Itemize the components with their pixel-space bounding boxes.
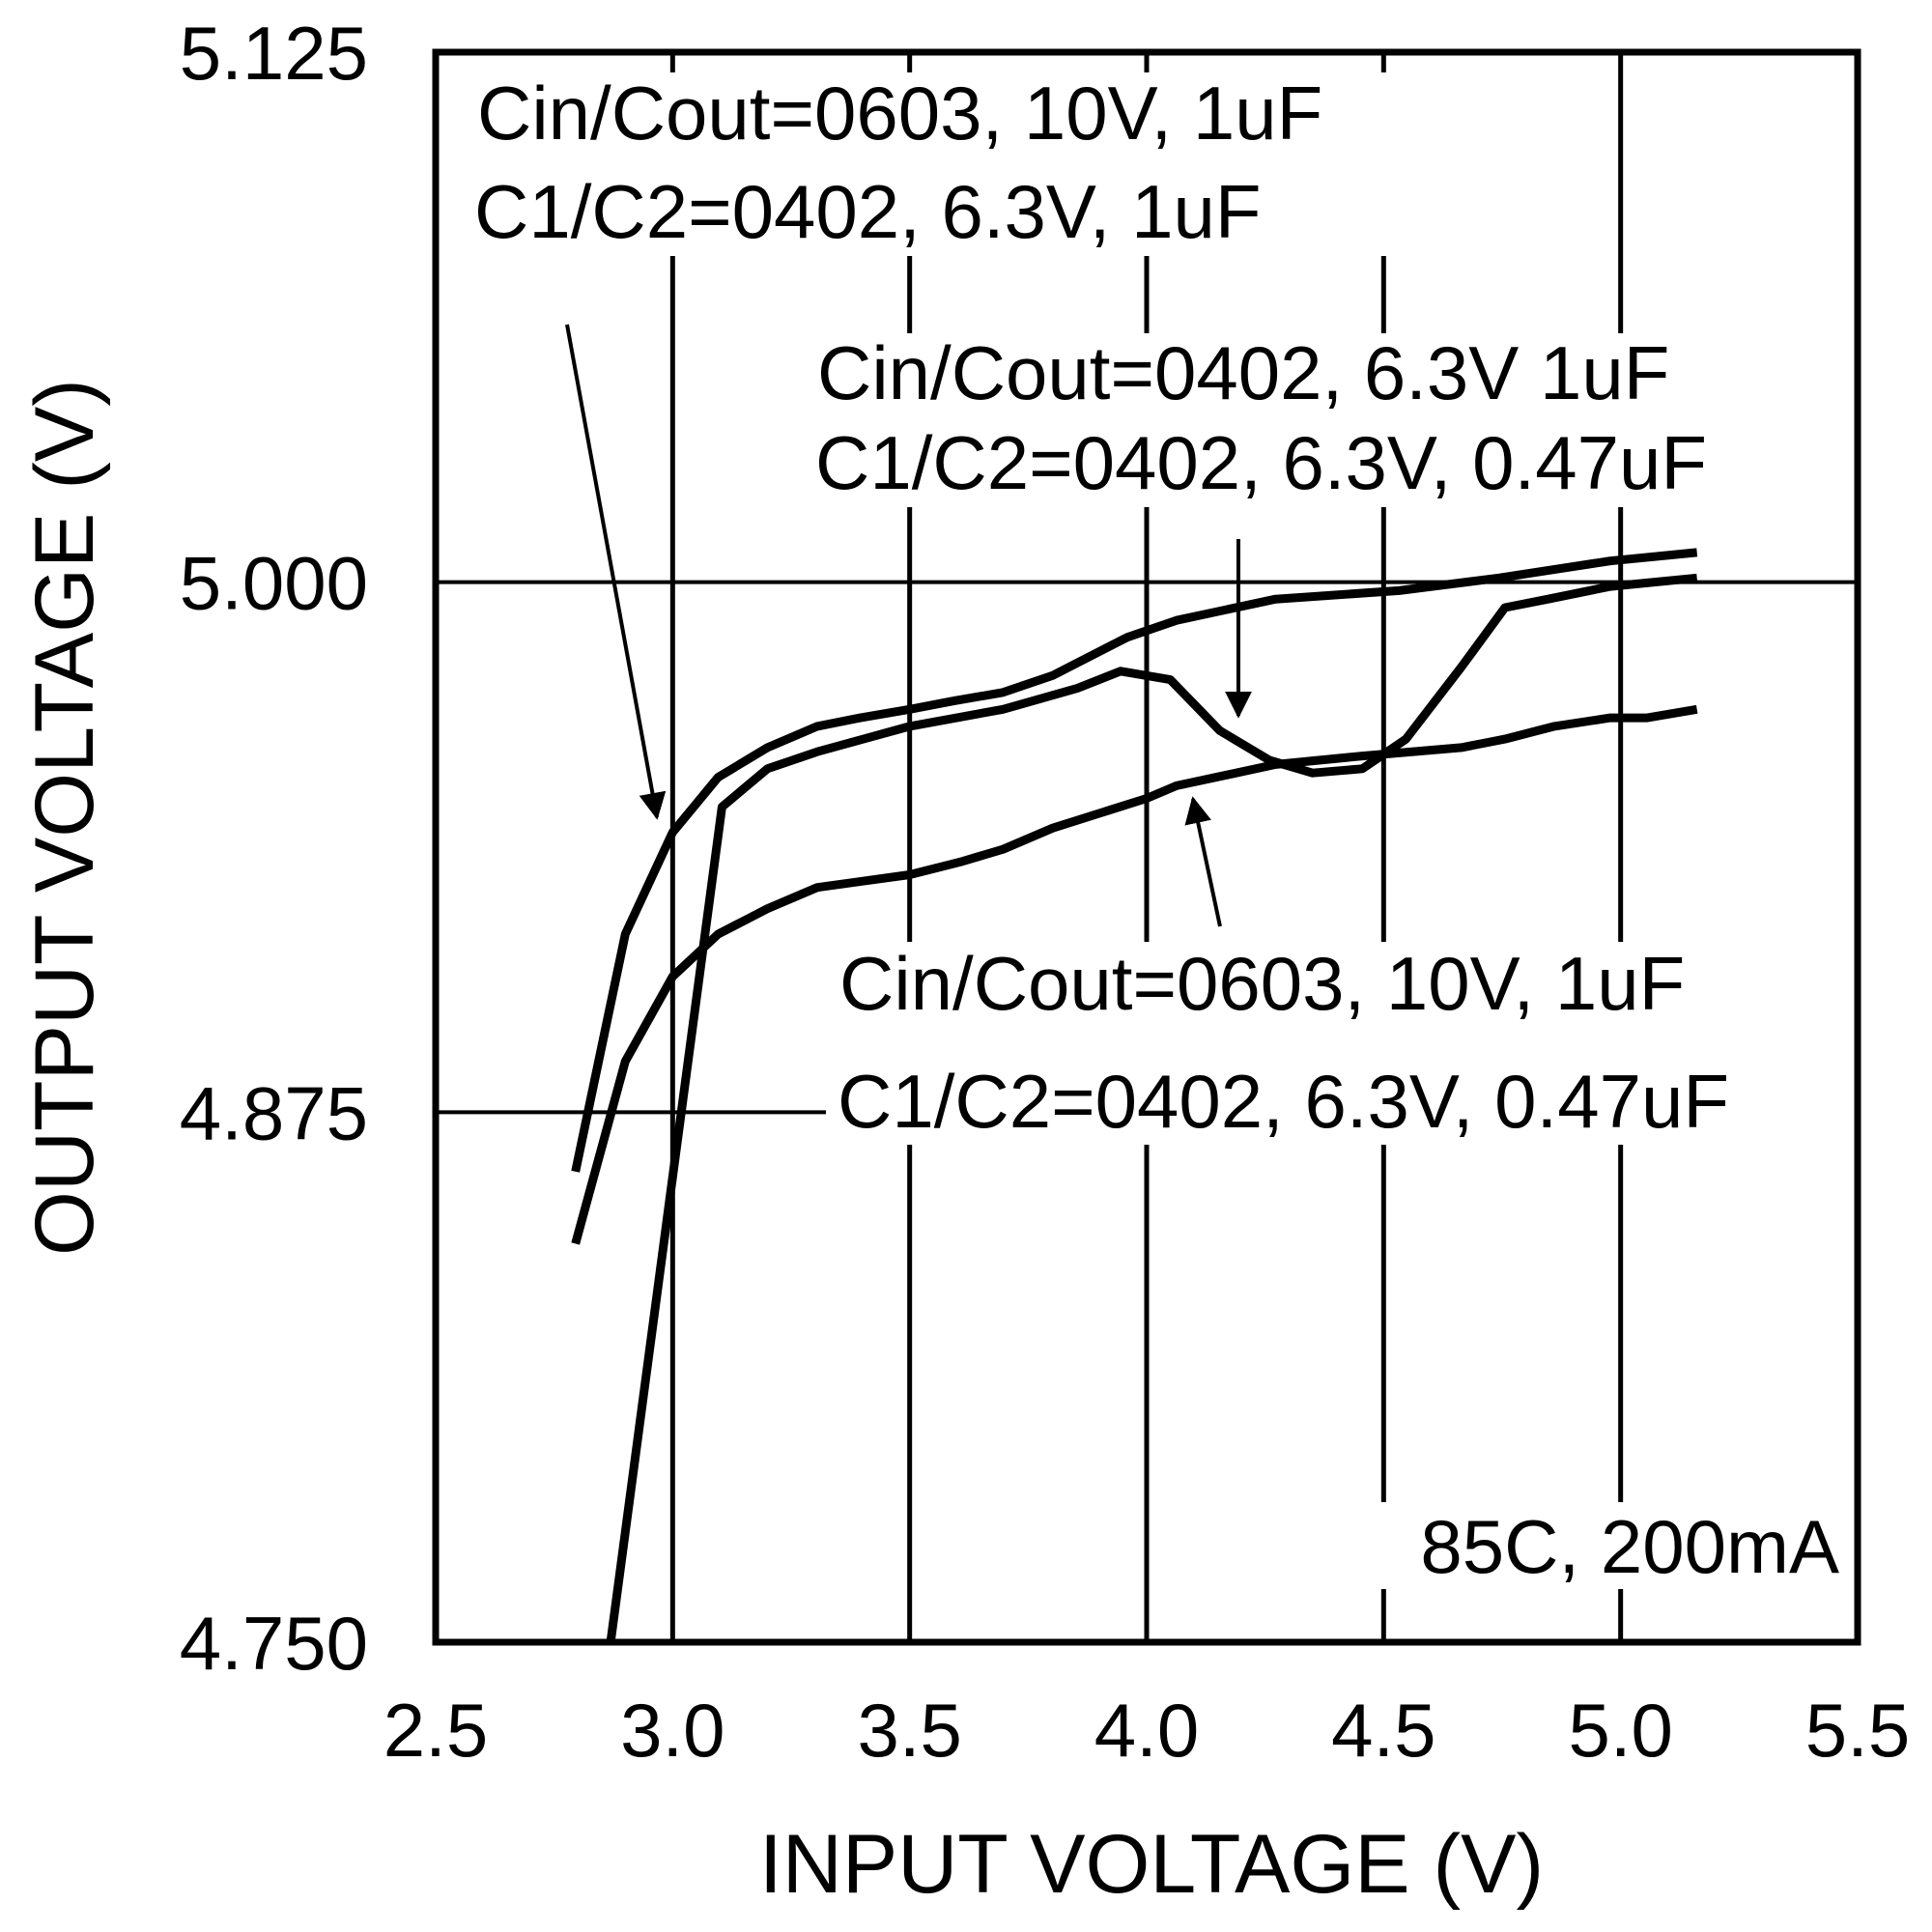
annotation-bg [826,942,1869,1145]
series-line-1 [571,548,1698,1173]
annotation-bg [1343,1502,1845,1589]
tick-labels: 2.5 3.0 3.5 4.0 4.5 5.0 5.5 4.750 4.875 5.000 5.12… [180,11,1910,1773]
y-tick-label: 5.000 [180,541,368,626]
series-line-2 [606,573,1698,1642]
x-tick-label: 4.0 [1094,1688,1199,1773]
y-tick-label: 4.750 [180,1601,368,1686]
annotation-bg [464,72,1488,256]
y-tick-label: 4.875 [180,1070,368,1155]
x-tick-label: 3.5 [857,1688,961,1773]
plot-border [432,48,1861,1646]
annotation-series-2-line-2: C1/C2=0402, 6.3V, 0.47uF [815,420,1707,505]
annotations: Cin/Cout=0603, 10V, 1uF C1/C2=0402, 6.3V… [464,71,1869,1589]
annotation-series-3-line-2: C1/C2=0402, 6.3V, 0.47uF [838,1059,1729,1144]
arrow-series-1 [565,324,667,820]
x-tick-label: 2.5 [384,1688,488,1773]
condition-label: 85C, 200mA [1420,1504,1839,1589]
y-axis-label: OUTPUT VOLTAGE (V) [18,379,111,1256]
series-group [571,548,1698,1642]
annotation-series-3-line-1: Cin/Cout=0603, 10V, 1uF [839,941,1685,1026]
x-tick-label: 5.5 [1805,1688,1910,1773]
annotation-series-1-line-2: C1/C2=0402, 6.3V, 1uF [474,169,1262,254]
grid [436,52,1858,1642]
y-tick-label: 5.125 [180,11,368,96]
x-axis-label: INPUT VOLTAGE (V) [759,1818,1544,1911]
annotation-bg [802,333,1864,507]
series-line-3 [571,704,1698,1245]
x-tick-label: 5.0 [1568,1688,1672,1773]
annotation-series-1-line-1: Cin/Cout=0603, 10V, 1uF [477,71,1322,156]
x-tick-label: 4.5 [1331,1688,1435,1773]
annotation-series-2-line-1: Cin/Cout=0402, 6.3V 1uF [817,330,1669,415]
arrow-series-3 [1184,796,1222,927]
x-tick-label: 3.0 [620,1688,724,1773]
